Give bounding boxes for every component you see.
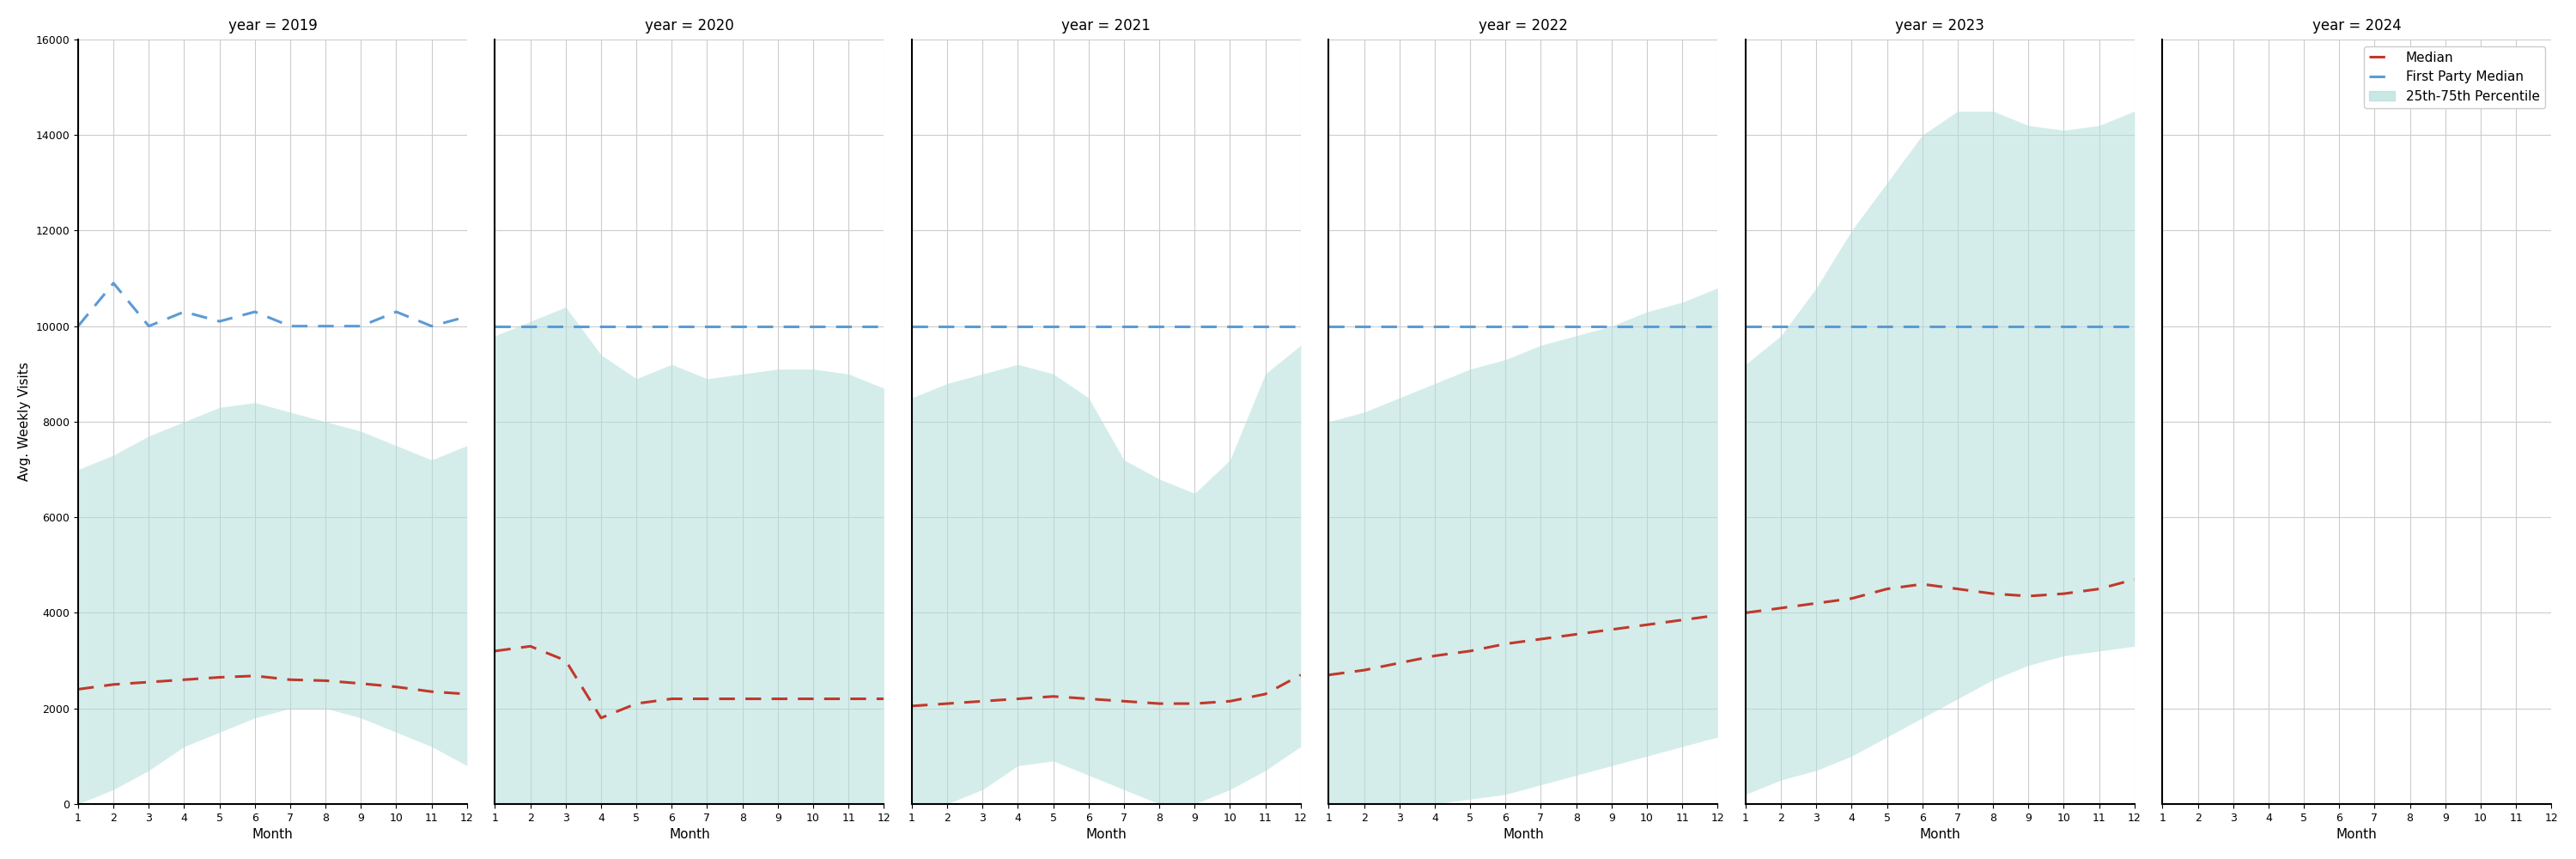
X-axis label: Month: Month <box>2336 828 2378 841</box>
Title: year = 2021: year = 2021 <box>1061 18 1151 34</box>
Title: year = 2022: year = 2022 <box>1479 18 1569 34</box>
X-axis label: Month: Month <box>670 828 711 841</box>
X-axis label: Month: Month <box>252 828 294 841</box>
Title: year = 2023: year = 2023 <box>1896 18 1984 34</box>
X-axis label: Month: Month <box>1502 828 1543 841</box>
Title: year = 2020: year = 2020 <box>644 18 734 34</box>
Legend: Median, First Party Median, 25th-75th Percentile: Median, First Party Median, 25th-75th Pe… <box>2365 46 2545 108</box>
Title: year = 2019: year = 2019 <box>229 18 317 34</box>
X-axis label: Month: Month <box>1087 828 1126 841</box>
Y-axis label: Avg. Weekly Visits: Avg. Weekly Visits <box>18 362 31 481</box>
Title: year = 2024: year = 2024 <box>2313 18 2401 34</box>
X-axis label: Month: Month <box>1919 828 1960 841</box>
